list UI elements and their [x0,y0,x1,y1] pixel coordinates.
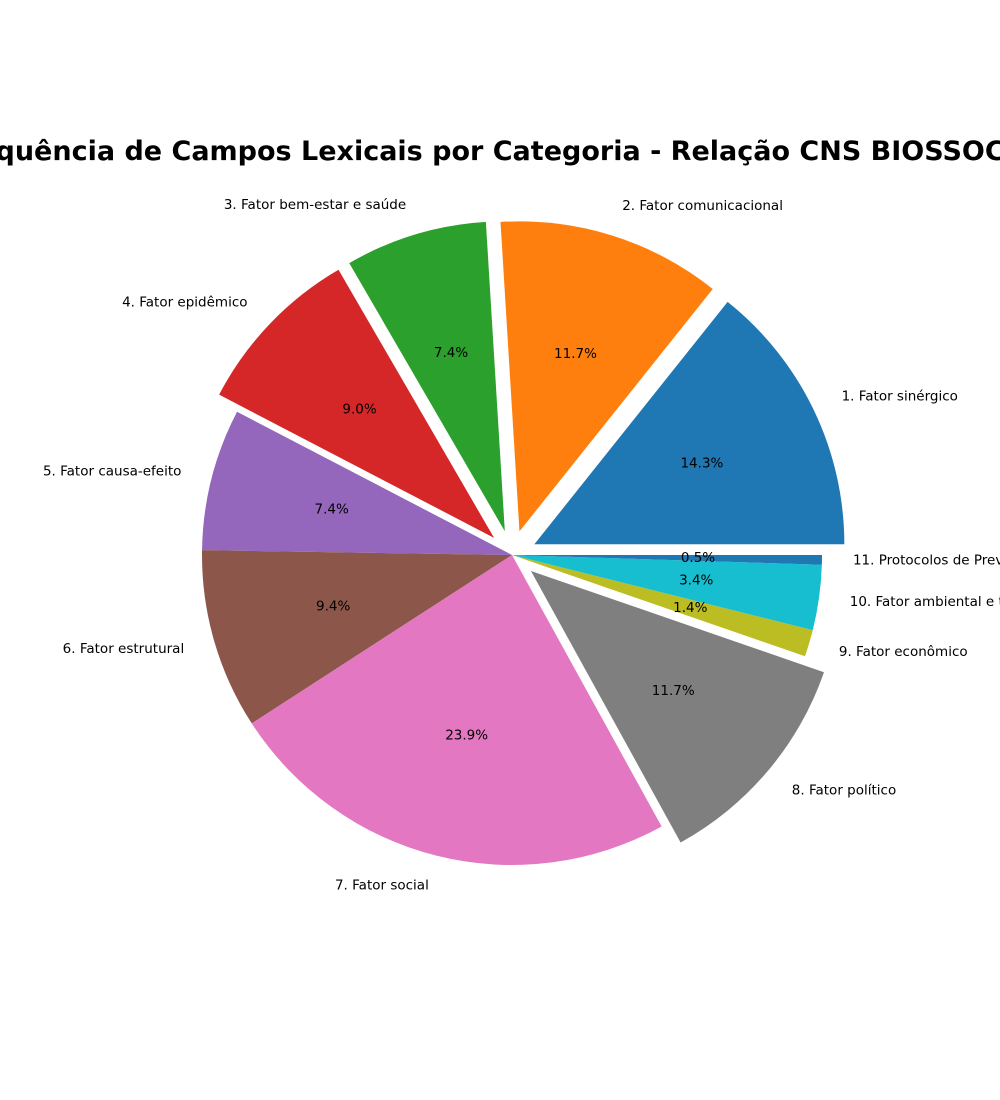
chart-title: Frequência de Campos Lexicais por Catego… [0,136,1000,167]
slice-category-label: 8. Fator político [792,783,896,799]
slice-percent-label: 9.0% [342,401,376,417]
pie-slice [251,555,662,865]
slice-category-label: 5. Fator causa-efeito [43,463,181,479]
slice-percent-label: 0.5% [681,550,715,566]
pie-slice [201,550,512,724]
pie-slice [202,411,513,555]
slice-percent-label: 7.4% [315,501,349,517]
slice-category-label: 6. Fator estrutural [63,641,185,657]
pie-slice [512,555,822,565]
slice-category-label: 3. Fator bem-estar e saúde [224,197,406,213]
pie-slices [201,221,845,865]
slice-category-label: 10. Fator ambiental e territorial [850,594,1000,610]
pie-slice [349,221,505,532]
slice-percent-label: 9.4% [316,598,350,614]
slice-category-label: 4. Fator epidêmico [122,294,247,310]
slice-percent-label: 7.4% [434,345,468,361]
slice-category-label: 2. Fator comunicacional [622,198,783,214]
slice-percent-label: 14.3% [680,456,723,472]
slice-category-label: 9. Fator econômico [839,644,968,660]
slice-percent-label: 23.9% [445,727,488,743]
slice-category-label: 11. Protocolos de Prevenção [853,552,1000,568]
pie-slice [512,555,822,631]
pie-slice [500,221,713,532]
pie-slice [530,570,824,843]
category-labels: 1. Fator sinérgico 2. Fator comunicaciona… [43,197,1000,894]
slice-percent-label: 11.7% [652,683,695,699]
slice-percent-label: 3.4% [679,573,713,589]
percentage-labels: 14.3% 11.7% 7.4% 9.0% 7.4% 9.4% 23.9% 11.7% 1.4%… [315,345,724,743]
pie-slice [534,301,845,545]
slice-category-label: 1. Fator sinérgico [842,388,958,404]
slice-category-label: 7. Fator social [335,878,429,894]
slice-percent-label: 11.7% [554,346,597,362]
pie-slice [219,269,495,538]
pie-slice [512,555,813,657]
slice-percent-label: 1.4% [673,600,707,616]
